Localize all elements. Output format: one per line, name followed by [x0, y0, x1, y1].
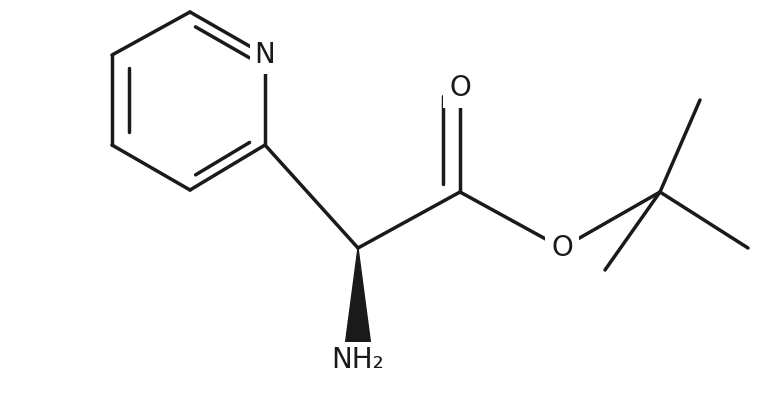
Text: O: O: [551, 234, 573, 262]
Polygon shape: [343, 248, 373, 360]
Text: O: O: [449, 74, 471, 102]
Text: N: N: [254, 41, 275, 69]
Text: NH₂: NH₂: [331, 346, 384, 374]
